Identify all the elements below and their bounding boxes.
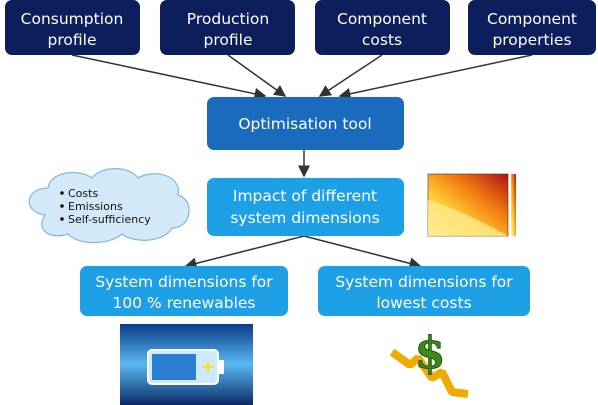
node-label: System dimensions for bbox=[335, 273, 513, 291]
impact-box bbox=[207, 178, 404, 236]
cloud bbox=[28, 168, 190, 244]
node-label: costs bbox=[362, 31, 402, 49]
node-label: Production bbox=[187, 10, 269, 28]
svg-text:$: $ bbox=[415, 328, 446, 379]
node-label: System dimensions for bbox=[95, 273, 273, 291]
cloud-item: Emissions bbox=[68, 200, 123, 213]
node-label: lowest costs bbox=[376, 294, 471, 312]
node-label: profile bbox=[204, 31, 253, 49]
input-box bbox=[468, 0, 596, 55]
node-label: Consumption bbox=[21, 10, 124, 28]
cloud-item: Self-sufficiency bbox=[68, 213, 151, 226]
node-label: Impact of different bbox=[233, 187, 377, 205]
input-box bbox=[160, 0, 295, 55]
node-label: profile bbox=[48, 31, 97, 49]
heatmap-thumbnail bbox=[420, 168, 520, 244]
tool-box bbox=[207, 97, 404, 150]
result-box bbox=[318, 266, 530, 316]
dollar-icon: $ bbox=[389, 328, 469, 398]
node-label: system dimensions bbox=[230, 209, 379, 227]
result-box bbox=[80, 266, 288, 316]
battery-image: + bbox=[120, 324, 253, 405]
input-box bbox=[5, 0, 140, 55]
node-label: Optimisation tool bbox=[238, 115, 371, 133]
svg-text:+: + bbox=[201, 357, 214, 376]
node-label: properties bbox=[492, 31, 571, 49]
node-label: 100 % renewables bbox=[112, 294, 255, 312]
input-box bbox=[315, 0, 450, 55]
cloud-list: Costs Emissions Self-sufficiency bbox=[60, 187, 151, 226]
connectors bbox=[71, 54, 533, 270]
node-label: Component bbox=[337, 10, 427, 28]
cloud-item: Costs bbox=[68, 187, 98, 200]
node-label: Component bbox=[487, 10, 577, 28]
